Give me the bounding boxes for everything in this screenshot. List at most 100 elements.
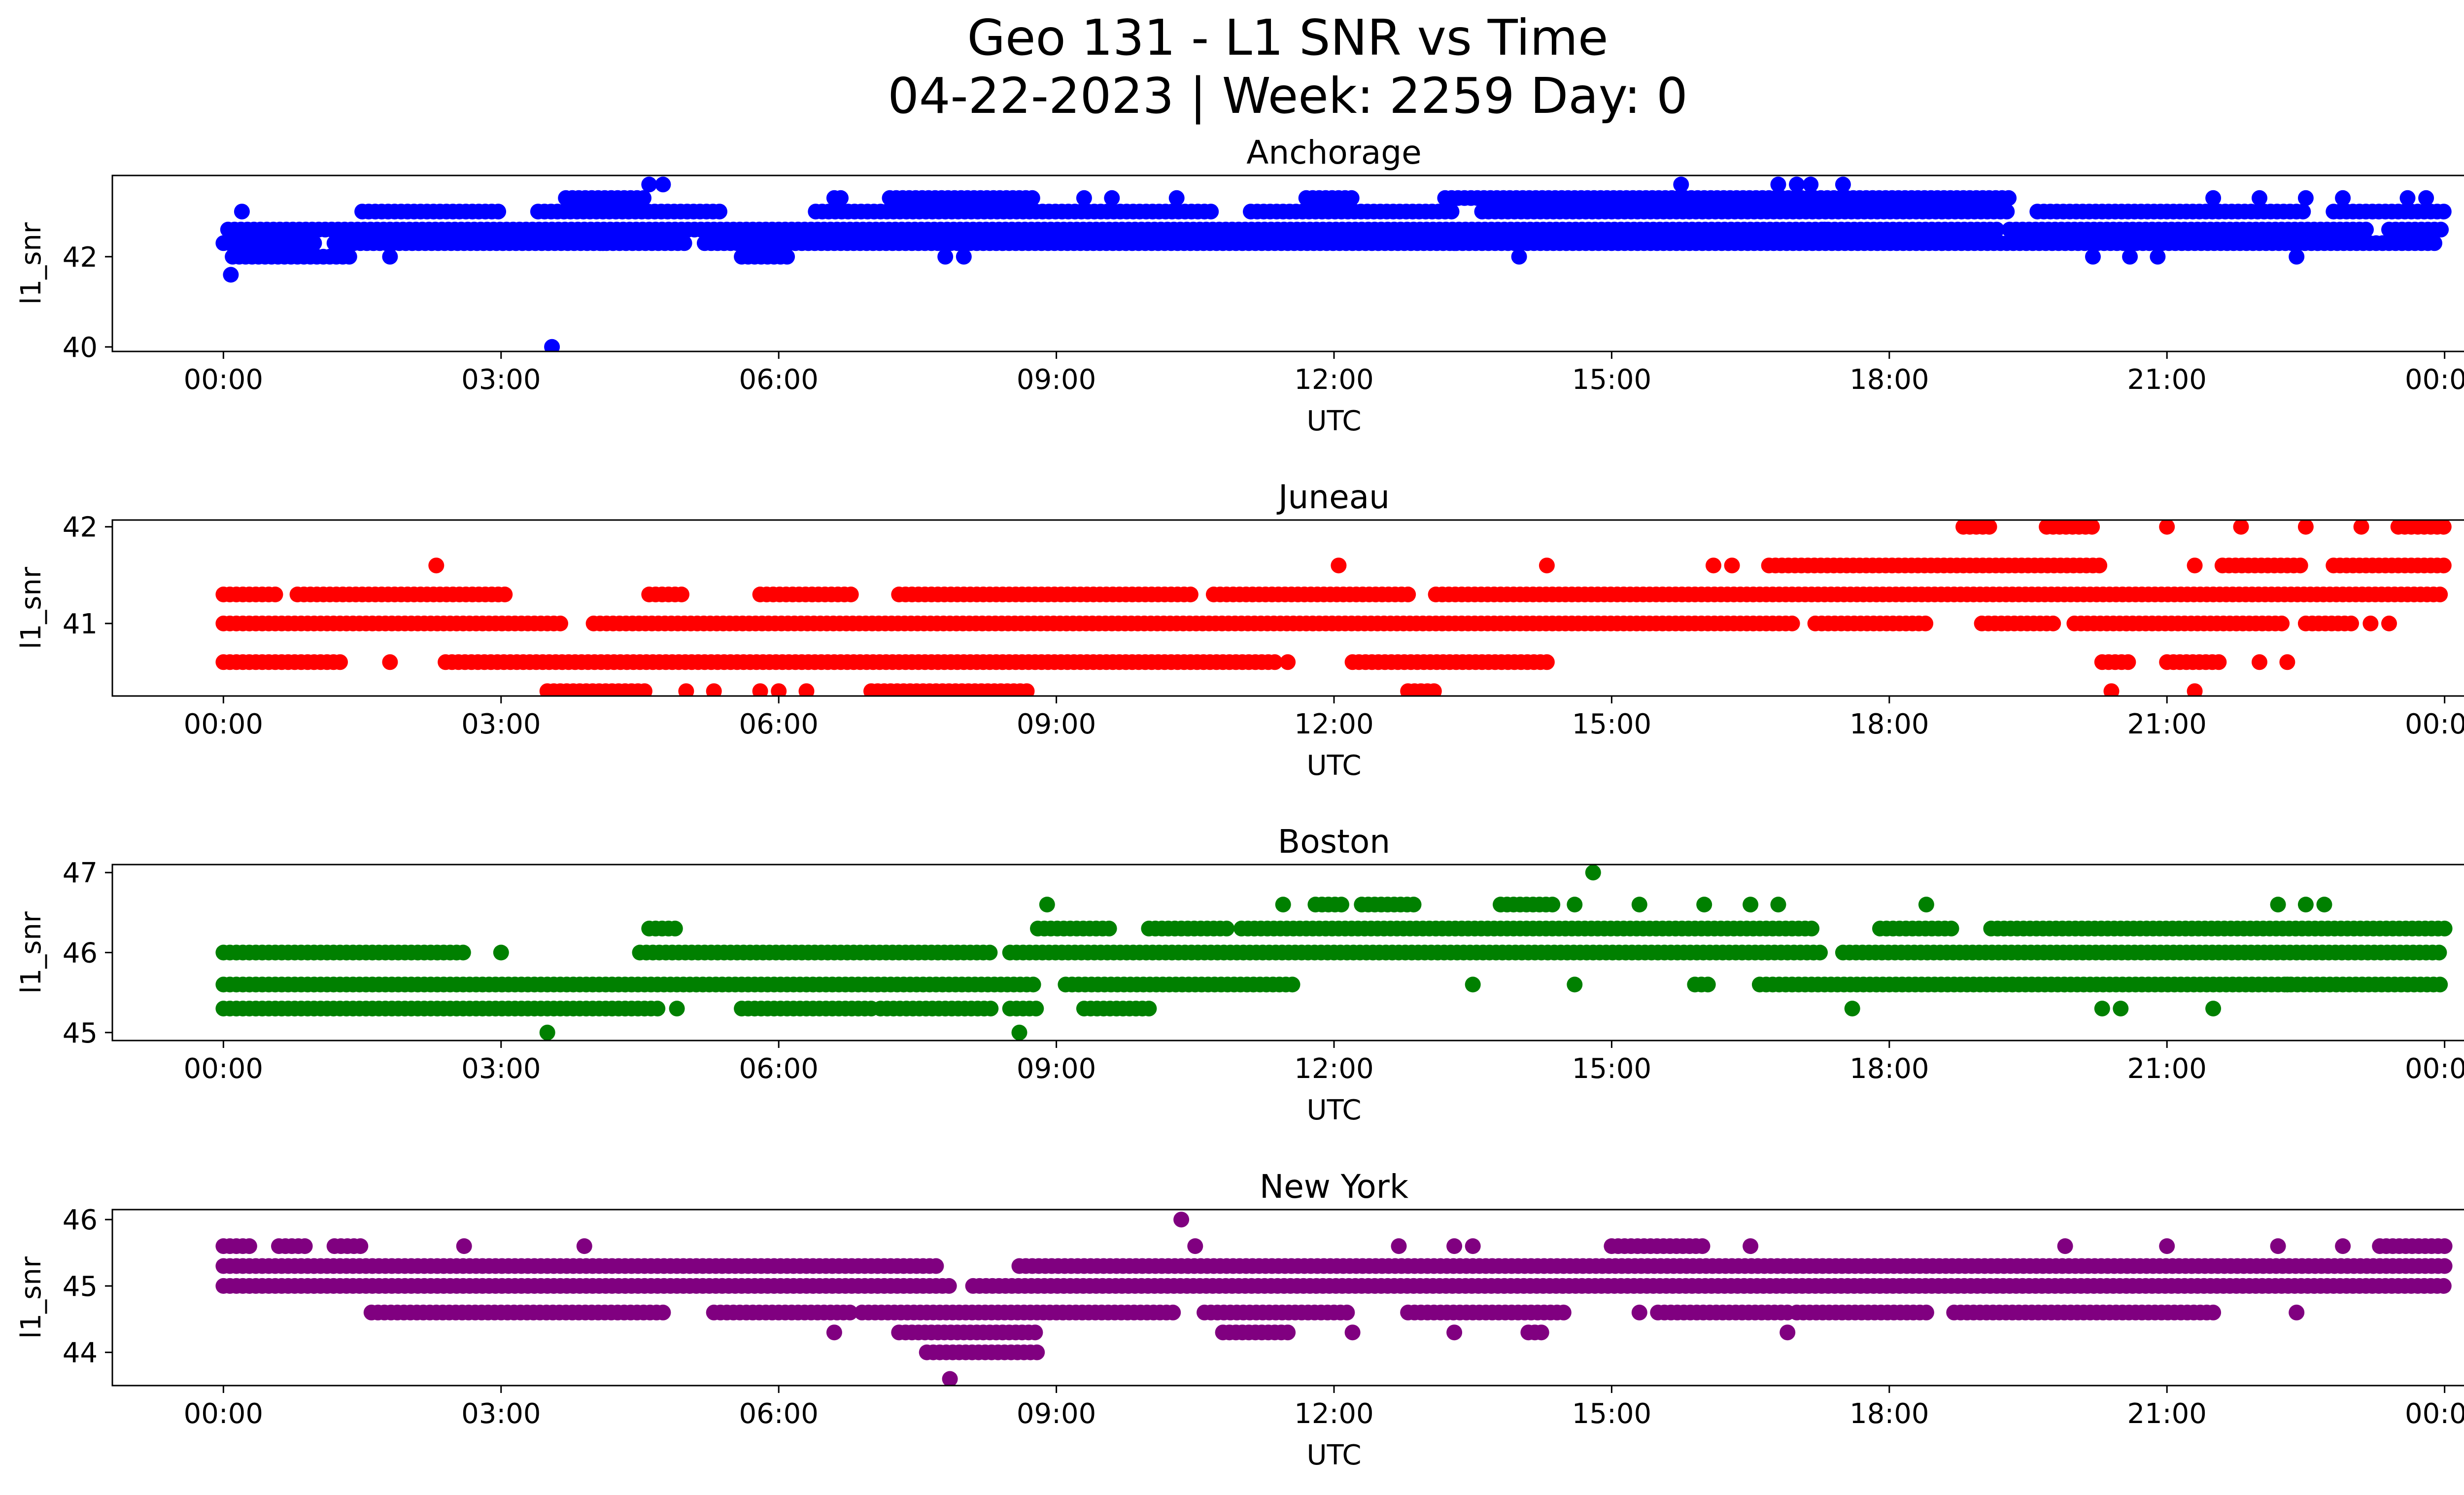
data-point [1724, 557, 1740, 574]
data-point [2159, 520, 2175, 535]
x-tick-label: 21:00 [2127, 364, 2207, 396]
x-tick-label: 06:00 [739, 1053, 818, 1085]
data-point [1812, 944, 1828, 961]
data-point [2279, 654, 2295, 670]
data-point [2085, 248, 2101, 265]
data-point [2427, 235, 2442, 251]
panel-title: Juneau [1276, 478, 1390, 516]
data-point [2122, 248, 2138, 265]
data-point [2001, 190, 2017, 206]
data-point [352, 1238, 369, 1254]
data-point [1816, 221, 1833, 238]
y-axis-label: l1_snr [15, 1256, 47, 1339]
data-point [956, 248, 972, 265]
data-point [493, 944, 509, 961]
data-point [2150, 248, 2166, 265]
x-tick-label: 09:00 [1017, 1398, 1096, 1430]
data-point [1024, 190, 1040, 206]
x-tick-label: 00:00 [2405, 708, 2464, 740]
data-point [1918, 897, 1934, 913]
data-point [297, 1238, 313, 1254]
x-tick-label: 12:00 [1294, 1053, 1373, 1085]
data-point [2205, 1001, 2222, 1017]
data-point [1585, 865, 1601, 881]
panel-boston: Boston 00:00 03:00 06:00 09:00 12:00 15:00 18:0… [15, 823, 2464, 1126]
x-tick-label: 00:00 [2405, 1398, 2464, 1430]
y-axis-label: l1_snr [15, 222, 47, 305]
data-point [2270, 897, 2286, 913]
data-point [669, 1001, 685, 1017]
x-axis-label: UTC [1306, 405, 1361, 437]
data-point [1770, 897, 1786, 913]
x-tick-label: 09:00 [1017, 364, 1096, 396]
data-point [341, 248, 357, 265]
data-point [2159, 1238, 2175, 1254]
data-point [833, 190, 849, 206]
y-tick-label: 46 [63, 938, 98, 970]
data-point [552, 615, 568, 631]
data-point [2381, 615, 2397, 631]
data-point [1673, 176, 1689, 193]
data-point [1391, 1238, 1407, 1254]
data-point [2057, 1238, 2073, 1254]
data-point [2295, 204, 2311, 220]
x-tick-label: 15:00 [1572, 1398, 1651, 1430]
data-point [2435, 520, 2452, 535]
data-point [2045, 615, 2061, 631]
data-point [1344, 1324, 1361, 1341]
data-point [1334, 897, 1349, 913]
scatter-series-anchorage [215, 176, 2452, 351]
data-point [1696, 897, 1712, 913]
data-point [2091, 557, 2108, 574]
x-tick-label: 06:00 [739, 364, 818, 396]
x-tick-label: 15:00 [1572, 1053, 1651, 1085]
data-point [928, 1258, 944, 1274]
data-point [941, 1278, 957, 1294]
x-tick-label: 00:00 [2405, 364, 2464, 396]
data-point [1280, 1324, 1296, 1341]
data-point [2094, 1001, 2110, 1017]
data-point [676, 235, 692, 251]
x-tick-label: 09:00 [1017, 1053, 1096, 1085]
data-point [2233, 520, 2249, 535]
data-point [2205, 190, 2222, 206]
data-point [1104, 190, 1120, 206]
panel-new-york: New York 00:00 03:00 06:00 09:00 12:00 15:00 18… [15, 1168, 2464, 1471]
data-point [497, 587, 513, 602]
data-point [490, 204, 507, 220]
data-point [1426, 683, 1442, 696]
y-axis-label: l1_snr [15, 566, 47, 649]
data-point [1443, 204, 1460, 220]
data-point [2399, 190, 2416, 206]
data-point [2432, 587, 2448, 602]
data-point [1567, 897, 1583, 913]
data-point [2362, 615, 2379, 631]
x-axis-label: UTC [1306, 1094, 1361, 1126]
data-point [456, 1238, 472, 1254]
data-point [2113, 1001, 2129, 1017]
data-point [1219, 920, 1235, 937]
data-point [2289, 248, 2305, 265]
data-point [1339, 1304, 1355, 1321]
y-tick-label: 41 [63, 608, 98, 640]
data-point [650, 1001, 666, 1017]
data-point [1141, 1001, 1157, 1017]
panel-title: Boston [1278, 823, 1390, 861]
data-point [983, 1001, 999, 1017]
data-point [1943, 920, 1959, 937]
x-tick-label: 03:00 [461, 1053, 541, 1085]
data-point [1025, 976, 1041, 993]
x-tick-label: 21:00 [2127, 1398, 2207, 1430]
x-axis-label: UTC [1306, 1439, 1361, 1471]
data-point [1706, 557, 1721, 574]
data-point [1694, 1238, 1711, 1254]
data-point [937, 248, 954, 265]
x-tick-label: 03:00 [461, 708, 541, 740]
data-point [1266, 654, 1283, 670]
x-tick-label: 18:00 [1849, 1398, 1929, 1430]
data-point [655, 176, 671, 193]
data-point [1101, 920, 1117, 937]
y-tick-label: 47 [63, 857, 98, 889]
data-point [2187, 683, 2203, 696]
